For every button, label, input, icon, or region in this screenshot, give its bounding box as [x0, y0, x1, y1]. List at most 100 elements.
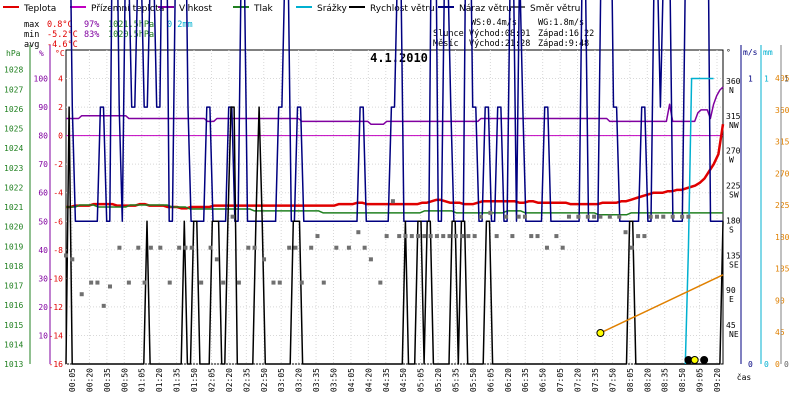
series-layer	[64, 0, 725, 365]
series-wind-dir-point	[309, 245, 314, 250]
marker-moon	[700, 356, 709, 364]
series-wind-dir-point	[661, 214, 666, 219]
series-wind-dir-point	[478, 214, 483, 219]
temp-tick-label: -2	[53, 160, 63, 169]
sun-set: Západ:16:22	[538, 29, 594, 39]
pct-tick-label: 90	[38, 103, 48, 112]
ms-unit: m/s	[743, 48, 758, 57]
x-tick-label: 05:50	[469, 368, 478, 392]
hpa-tick-label: 1023	[4, 164, 23, 173]
series-wind-dir-point	[148, 245, 153, 250]
series-wind-dir-point	[422, 234, 427, 239]
dir-tick-label: 45	[726, 321, 736, 330]
x-tick-label: 04:35	[382, 368, 391, 392]
hpa-tick-label: 1026	[4, 105, 23, 114]
series-wind-dir-point	[670, 214, 675, 219]
series-wind-dir-point	[362, 245, 367, 250]
pct-tick-label: 80	[38, 132, 48, 141]
rain-tick-label: 135	[775, 265, 790, 274]
x-tick-label: 01:50	[190, 368, 199, 392]
x-tick-label: 01:20	[155, 368, 164, 392]
dir-tick-label: 180	[726, 216, 741, 225]
series-wind-dir-point	[126, 280, 131, 285]
x-tick-label: 00:50	[120, 368, 129, 392]
temp-tick-label: -16	[49, 360, 64, 369]
pct-tick-label: 20	[38, 303, 48, 312]
x-tick-label: 02:35	[242, 368, 251, 392]
series-wind-dir-point	[368, 257, 373, 262]
pct-tick-label: 40	[38, 246, 48, 255]
mm-tick-label: 0	[764, 360, 769, 369]
hpa-tick-label: 1017	[4, 282, 23, 291]
series-wind-dir-point	[560, 245, 565, 250]
dir-compass-label: SW	[729, 191, 739, 200]
rain-tick-label: 360	[775, 106, 790, 115]
series-wind-dir-point	[136, 245, 141, 250]
series-wind-dir-point	[607, 214, 612, 219]
x-tick-label: 02:05	[207, 368, 216, 392]
series-wind-dir-point	[516, 214, 521, 219]
x-tick-label: 05:20	[434, 368, 443, 392]
dir-tick-label: 270	[726, 147, 741, 156]
series-wind-dir-point	[686, 214, 691, 219]
sun-label: Slunce	[433, 29, 464, 39]
series-wind-dir-point	[629, 245, 634, 250]
series-wind-dir-point	[447, 234, 452, 239]
stat-avg-temp: -4.6°C	[47, 40, 78, 50]
temp-tick-label: 4	[58, 75, 63, 84]
series-wind-dir-point	[108, 284, 113, 289]
legend-label-7: Směr větru	[530, 4, 580, 14]
series-wind-dir-point	[183, 245, 188, 250]
moon-label: Měsíc	[433, 39, 459, 49]
series-wind-dir-point	[117, 245, 122, 250]
series-wind-dir-point	[384, 234, 389, 239]
marker-moon	[690, 356, 699, 364]
series-wind-dir-point	[277, 280, 282, 285]
series-wind-dir-point	[70, 257, 75, 262]
temp-tick-label: -6	[53, 217, 63, 226]
series-wind-dir-point	[95, 280, 100, 285]
legend-label-0: Teplota	[23, 4, 56, 14]
legend: Teplota Přízemní teplota Vlhkost Tlak Srážky…	[3, 4, 580, 14]
dir-tick-label: 360	[726, 77, 741, 86]
x-tick-label: 07:05	[556, 368, 565, 392]
legend-label-6: Náraz větru	[459, 4, 512, 14]
series-wind-dir-point	[390, 199, 395, 204]
hpa-tick-label: 1022	[4, 183, 23, 192]
x-tick-label: 08:20	[643, 368, 652, 392]
hpa-tick-label: 1018	[4, 262, 23, 271]
series-wind-dir-point	[428, 234, 433, 239]
temp-unit: °C	[55, 49, 65, 58]
stat-min-label: min	[24, 30, 39, 40]
rain-tick-label: 270	[775, 169, 790, 178]
series-wind-dir-point	[403, 234, 408, 239]
moon-set: Západ:9:48	[538, 39, 589, 49]
rain-tick-label: 45	[775, 328, 785, 337]
dir-tick-label: 315	[726, 112, 741, 121]
mm-tick-label: 1	[764, 75, 769, 84]
series-wind-dir-point	[522, 214, 527, 219]
dir-compass-label: SE	[729, 260, 739, 269]
series-wind-dir-point	[623, 230, 628, 235]
dir-compass-label: NE	[729, 330, 739, 339]
series-wind-dir-point	[642, 234, 647, 239]
x-tick-label: 08:05	[626, 368, 635, 392]
series-wind-dir-point	[535, 234, 540, 239]
series-wind-dir-point	[416, 234, 421, 239]
series-wind-dir-point	[409, 234, 414, 239]
series-wind-dir-point	[177, 245, 182, 250]
temp-tick-label: -12	[49, 303, 64, 312]
legend-label-1: Přízemní teplota	[91, 4, 164, 14]
dir-unit: °	[726, 48, 731, 57]
dir-compass-label: E	[729, 295, 734, 304]
x-tick-label: 03:35	[312, 368, 321, 392]
rain-tick-label: 315	[775, 138, 790, 147]
hpa-tick-label: 1015	[4, 321, 23, 330]
x-tick-label: 09:20	[713, 368, 722, 392]
series-wind-dir-point	[208, 245, 213, 250]
x-tick-label: 07:35	[591, 368, 600, 392]
hpa-tick-label: 1014	[4, 340, 23, 349]
series-wind-dir-point	[680, 214, 685, 219]
series-wind-dir-point	[529, 234, 534, 239]
hpa-tick-label: 1016	[4, 301, 23, 310]
